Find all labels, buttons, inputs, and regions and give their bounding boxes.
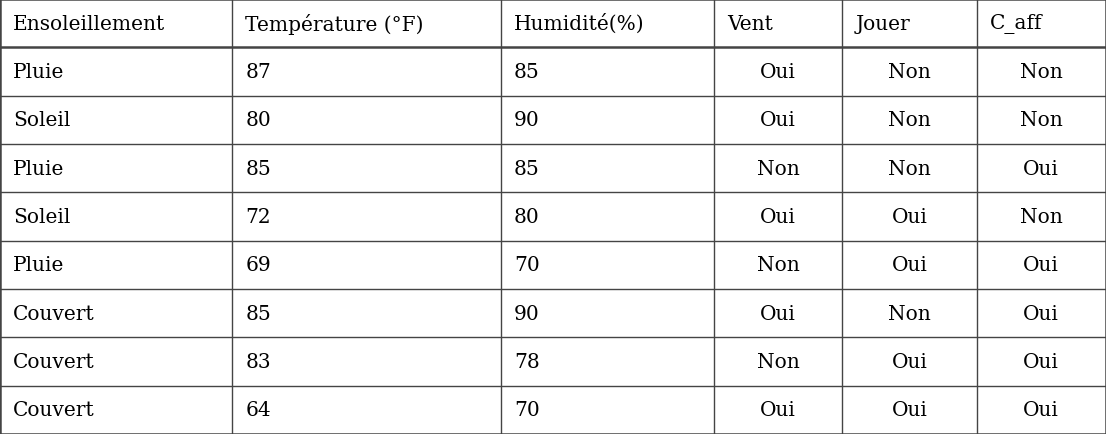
Text: Soleil: Soleil <box>13 207 71 227</box>
Text: 85: 85 <box>514 63 540 82</box>
Text: 85: 85 <box>246 159 271 178</box>
Text: Couvert: Couvert <box>13 304 95 323</box>
Text: Couvert: Couvert <box>13 352 95 371</box>
Text: Oui: Oui <box>1023 401 1060 419</box>
Text: Pluie: Pluie <box>13 159 64 178</box>
Text: 87: 87 <box>246 63 271 82</box>
Text: 85: 85 <box>246 304 271 323</box>
Text: Humidité(%): Humidité(%) <box>514 14 645 34</box>
Text: Non: Non <box>1020 111 1063 130</box>
Text: Oui: Oui <box>1023 304 1060 323</box>
Text: Jouer: Jouer <box>856 15 910 33</box>
Text: Oui: Oui <box>760 401 796 419</box>
Text: 78: 78 <box>514 352 540 371</box>
Text: 80: 80 <box>246 111 271 130</box>
Text: Oui: Oui <box>1023 352 1060 371</box>
Text: Non: Non <box>888 159 931 178</box>
Text: Oui: Oui <box>760 111 796 130</box>
Text: Oui: Oui <box>891 401 928 419</box>
Text: Oui: Oui <box>891 352 928 371</box>
Text: 64: 64 <box>246 401 271 419</box>
Text: 70: 70 <box>514 401 540 419</box>
Text: Non: Non <box>757 159 800 178</box>
Text: 69: 69 <box>246 256 271 275</box>
Text: Oui: Oui <box>760 63 796 82</box>
Text: Ensoleillement: Ensoleillement <box>13 15 166 33</box>
Text: 90: 90 <box>514 304 540 323</box>
Text: Non: Non <box>1020 207 1063 227</box>
Text: Oui: Oui <box>760 207 796 227</box>
Text: Oui: Oui <box>891 207 928 227</box>
Text: 72: 72 <box>246 207 271 227</box>
Text: Oui: Oui <box>1023 256 1060 275</box>
Text: 90: 90 <box>514 111 540 130</box>
Text: Pluie: Pluie <box>13 63 64 82</box>
Text: 70: 70 <box>514 256 540 275</box>
Text: 83: 83 <box>246 352 271 371</box>
Text: Non: Non <box>888 304 931 323</box>
Text: Non: Non <box>1020 63 1063 82</box>
Text: Non: Non <box>888 111 931 130</box>
Text: Pluie: Pluie <box>13 256 64 275</box>
Text: Soleil: Soleil <box>13 111 71 130</box>
Text: Non: Non <box>757 256 800 275</box>
Text: Température (°F): Température (°F) <box>246 13 424 35</box>
Text: C_aff: C_aff <box>990 14 1042 34</box>
Text: Oui: Oui <box>760 304 796 323</box>
Text: Non: Non <box>888 63 931 82</box>
Text: 85: 85 <box>514 159 540 178</box>
Text: Non: Non <box>757 352 800 371</box>
Text: 80: 80 <box>514 207 540 227</box>
Text: Oui: Oui <box>891 256 928 275</box>
Text: Couvert: Couvert <box>13 401 95 419</box>
Text: Oui: Oui <box>1023 159 1060 178</box>
Text: Vent: Vent <box>728 15 773 33</box>
